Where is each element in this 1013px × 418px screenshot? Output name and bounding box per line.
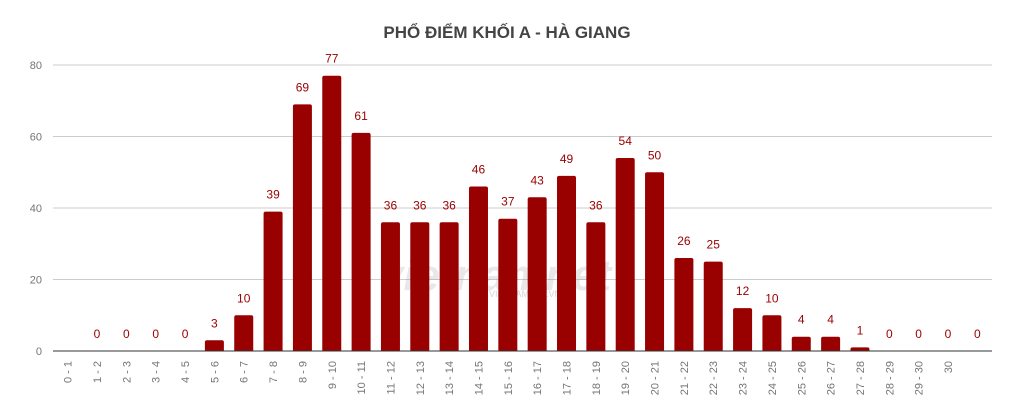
data-label: 0 <box>974 327 981 341</box>
x-tick-label: 7 - 8 <box>268 361 280 383</box>
bar <box>351 132 371 351</box>
x-tick-label: 10 - 11 <box>356 361 368 394</box>
x-axis-ticks: 0 - 1 1 - 2 2 - 3 3 - 4 4 - 5 5 - 6 6 - 7 7 - 8… <box>63 361 955 395</box>
data-label: 4 <box>827 313 834 327</box>
x-tick-label: 21 - 22 <box>679 361 691 395</box>
data-label: 36 <box>413 198 427 212</box>
bar <box>791 336 811 351</box>
bar <box>204 340 224 351</box>
data-label: 39 <box>266 188 280 202</box>
data-label: 26 <box>677 234 691 248</box>
x-tick-label: 16 - 17 <box>532 361 544 395</box>
data-label: 0 <box>182 327 189 341</box>
data-label: 43 <box>530 173 544 187</box>
x-tick-label: 19 - 20 <box>620 361 632 395</box>
chart-title: PHỔ ĐIỂM KHỐI A - HÀ GIANG <box>383 22 630 42</box>
bar <box>468 186 488 351</box>
y-tick-label: 20 <box>30 275 42 287</box>
bar <box>439 222 459 351</box>
x-tick-label: 9 - 10 <box>327 361 339 389</box>
data-label: 10 <box>765 291 779 305</box>
x-tick-label: 1 - 2 <box>92 361 104 383</box>
x-tick-label: 3 - 4 <box>151 361 163 383</box>
bar <box>410 222 430 351</box>
data-label: 36 <box>589 198 603 212</box>
y-tick-label: 40 <box>30 203 42 215</box>
y-tick-label: 0 <box>36 346 42 358</box>
bar <box>498 218 518 351</box>
data-label: 36 <box>442 198 456 212</box>
x-tick-label: 12 - 13 <box>415 361 427 395</box>
bar <box>821 336 841 351</box>
data-label: 1 <box>857 323 864 337</box>
x-tick-label: 23 - 24 <box>738 361 750 395</box>
x-tick-label: 25 - 26 <box>796 361 808 395</box>
x-tick-label: 8 - 9 <box>297 361 309 383</box>
x-tick-label: 18 - 19 <box>591 361 603 395</box>
data-label: 0 <box>94 327 101 341</box>
bar <box>292 104 312 351</box>
bar <box>557 175 577 351</box>
bar <box>615 157 635 351</box>
x-tick-label: 11 - 12 <box>385 361 397 394</box>
bar <box>733 308 753 351</box>
bar <box>527 197 547 351</box>
x-tick-label: 22 - 23 <box>708 361 720 395</box>
bar <box>380 222 400 351</box>
data-label: 0 <box>945 327 952 341</box>
x-tick-label: 14 - 15 <box>473 361 485 395</box>
data-label: 4 <box>798 313 805 327</box>
x-tick-label: 4 - 5 <box>180 361 192 383</box>
bar <box>586 222 606 351</box>
x-tick-label: 0 - 1 <box>63 361 75 383</box>
data-label: 0 <box>886 327 893 341</box>
bar <box>263 211 283 351</box>
bar <box>645 172 665 351</box>
data-label: 3 <box>211 316 218 330</box>
x-tick-label: 26 - 27 <box>826 361 838 395</box>
x-tick-label: 15 - 16 <box>503 361 515 395</box>
bar <box>762 315 782 351</box>
x-tick-label: 13 - 14 <box>444 361 456 395</box>
x-tick-label: 5 - 6 <box>209 361 221 383</box>
bars <box>204 75 870 351</box>
x-tick-label: 2 - 3 <box>121 361 133 383</box>
svg-text:VIETNAMNET.VN: VIETNAMNET.VN <box>489 289 561 299</box>
bar <box>674 258 694 351</box>
bar <box>703 261 723 351</box>
data-label: 0 <box>152 327 159 341</box>
bar <box>322 75 342 351</box>
x-tick-label: 28 - 29 <box>884 361 896 395</box>
data-label: 69 <box>296 80 310 94</box>
bar <box>850 347 870 351</box>
data-label: 61 <box>354 109 368 123</box>
data-label: 0 <box>123 327 130 341</box>
x-tick-label: 30 <box>943 361 955 373</box>
bar <box>234 315 254 351</box>
data-label: 0 <box>915 327 922 341</box>
y-tick-label: 80 <box>30 60 42 72</box>
x-tick-label: 6 - 7 <box>239 361 251 383</box>
x-tick-label: 29 - 30 <box>914 361 926 395</box>
data-label: 77 <box>325 52 339 66</box>
data-label: 37 <box>501 195 515 209</box>
x-tick-label: 17 - 18 <box>562 361 574 395</box>
data-label: 25 <box>707 238 721 252</box>
data-label: 54 <box>619 134 633 148</box>
data-label: 50 <box>648 148 662 162</box>
data-label: 10 <box>237 291 251 305</box>
x-tick-label: 24 - 25 <box>767 361 779 395</box>
data-label: 36 <box>384 198 398 212</box>
data-label: 49 <box>560 152 574 166</box>
x-tick-label: 27 - 28 <box>855 361 867 395</box>
x-tick-label: 20 - 21 <box>650 361 662 395</box>
data-label: 12 <box>736 284 750 298</box>
y-tick-label: 60 <box>30 132 42 144</box>
data-label: 46 <box>472 163 486 177</box>
